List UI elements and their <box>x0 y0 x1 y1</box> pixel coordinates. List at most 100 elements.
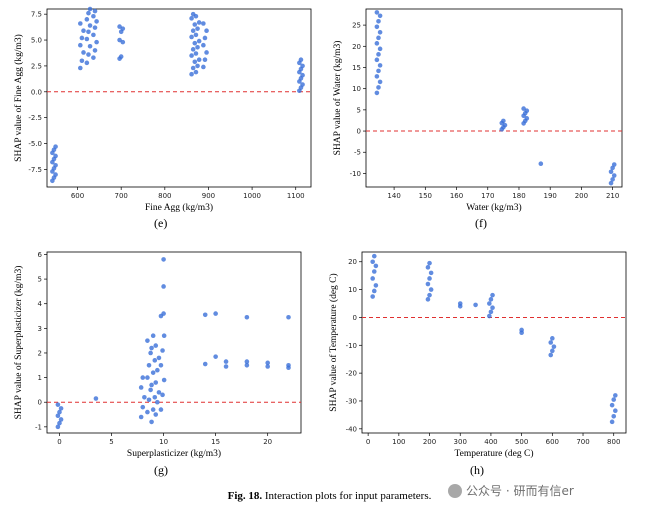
x-tick-label: 700 <box>114 192 127 200</box>
data-point <box>53 162 58 168</box>
data-point <box>371 253 377 259</box>
watermark-text: 公众号 · 研而有信er <box>466 484 574 498</box>
y-tick-label: 25 <box>352 22 361 30</box>
data-point <box>149 382 154 388</box>
panel-label-g: (g) <box>154 463 168 477</box>
y-tick-label: -10 <box>346 342 357 350</box>
y-tick-label: 0.0 <box>31 88 42 96</box>
data-point <box>265 360 270 366</box>
data-point <box>140 404 146 410</box>
y-tick-label: -5.0 <box>28 140 42 148</box>
data-point <box>370 294 375 299</box>
data-point <box>611 173 617 178</box>
data-point <box>93 396 99 401</box>
data-point <box>138 385 144 390</box>
data-point <box>84 17 90 22</box>
data-point <box>158 362 164 368</box>
y-tick-label: 0 <box>38 399 42 407</box>
data-point <box>53 153 58 159</box>
data-point <box>195 63 200 69</box>
data-point <box>377 63 383 68</box>
y-tick-label: 2 <box>38 349 42 357</box>
data-point <box>55 402 61 407</box>
data-point <box>376 68 381 74</box>
data-point <box>548 352 554 358</box>
data-point <box>213 354 218 359</box>
data-point <box>58 406 64 411</box>
x-tick-label: 10 <box>159 438 168 446</box>
data-point <box>55 424 61 430</box>
data-point <box>190 65 196 71</box>
data-point <box>92 48 98 53</box>
data-point <box>145 375 150 380</box>
data-point <box>427 292 432 298</box>
data-point <box>488 297 494 302</box>
x-axis-label-f: Water (kg/m3) <box>466 202 521 213</box>
data-point <box>490 305 495 310</box>
data-point <box>150 333 156 339</box>
y-tick-label: -7.5 <box>28 166 42 174</box>
x-tick-label: 15 <box>211 438 220 446</box>
data-point <box>300 63 305 69</box>
y-tick-label: -30 <box>346 397 357 405</box>
data-point <box>86 29 91 35</box>
data-point <box>204 50 209 55</box>
data-point <box>609 419 615 425</box>
data-point <box>78 42 83 48</box>
data-point <box>145 338 150 343</box>
data-point <box>152 394 158 400</box>
data-point <box>118 54 124 59</box>
data-point <box>78 21 83 26</box>
axes-frame-f <box>365 8 623 188</box>
y-tick-label: 5 <box>357 106 361 114</box>
y-tick-label: -40 <box>346 425 357 433</box>
data-point <box>613 393 618 398</box>
panel-label-f: (f) <box>475 216 487 230</box>
data-point <box>145 409 150 415</box>
data-point <box>609 402 615 408</box>
x-tick-label: 140 <box>387 192 400 200</box>
data-point <box>377 30 383 35</box>
data-point <box>57 420 62 426</box>
data-point <box>376 52 381 57</box>
data-point <box>142 394 147 400</box>
y-tick-label: 1 <box>38 374 42 382</box>
data-point <box>161 284 166 289</box>
data-point <box>370 259 375 265</box>
data-point <box>374 41 380 46</box>
data-point <box>196 38 202 44</box>
data-point <box>300 72 305 78</box>
x-tick-label: 100 <box>392 438 405 446</box>
data-point <box>202 35 208 41</box>
data-point <box>371 269 377 274</box>
data-point <box>298 57 304 63</box>
x-tick-label: 180 <box>512 192 525 200</box>
data-point <box>244 359 250 364</box>
data-point <box>611 162 617 167</box>
x-tick-label: 300 <box>454 438 467 446</box>
data-point <box>138 414 144 420</box>
panel-h: 0 100 200 300 400 500 600 700 800 -40 -30 -20 -10 0 10… <box>328 251 627 459</box>
y-tick-label: 20 <box>348 258 357 266</box>
data-point <box>189 71 194 77</box>
data-point <box>79 35 85 41</box>
data-point <box>373 283 379 288</box>
x-tick-label: 190 <box>544 192 557 200</box>
x-tick-label: 800 <box>607 438 620 446</box>
data-point <box>374 10 380 15</box>
data-point <box>195 26 200 31</box>
data-point <box>92 8 98 14</box>
data-point <box>538 161 544 166</box>
y-tick-label: -20 <box>346 370 357 378</box>
data-point <box>286 314 291 320</box>
y-tick-label: -5 <box>354 149 361 157</box>
data-point <box>427 276 432 281</box>
data-point <box>473 302 478 308</box>
data-point <box>487 313 492 319</box>
panel-g: 0 5 10 15 20 -1 0 1 2 3 4 5 6 Superplasticizer (kg/m3… <box>13 251 302 459</box>
data-point <box>150 407 156 412</box>
data-point <box>608 180 614 186</box>
y-tick-label: 7.5 <box>31 11 42 19</box>
data-point <box>377 79 383 85</box>
